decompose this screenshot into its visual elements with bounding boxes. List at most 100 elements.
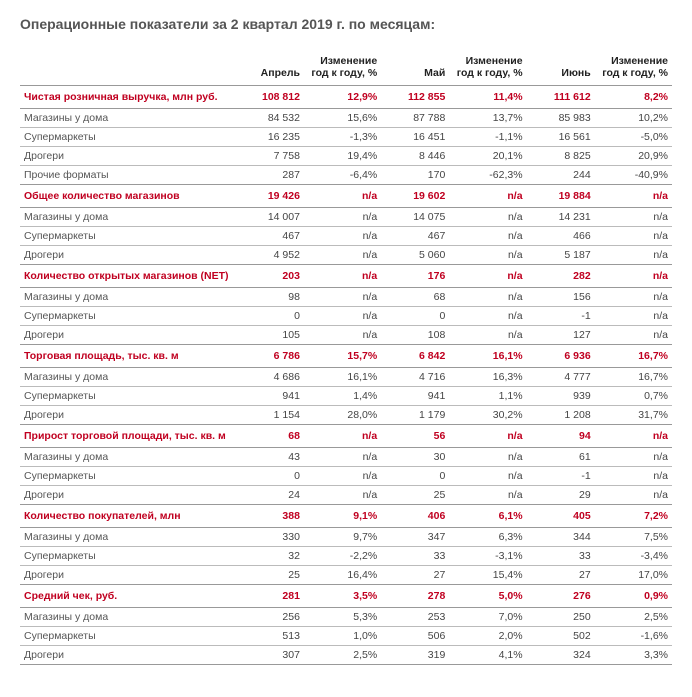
table-row: Супермаркеты5131,0%5062,0%502-1,6%	[20, 627, 672, 646]
section-change: 5,0%	[449, 585, 526, 608]
row-value: 319	[381, 646, 449, 665]
table-row: Дрогери4 952n/a5 060n/a5 187n/a	[20, 246, 672, 265]
row-change: -1,6%	[595, 627, 672, 646]
row-value: 347	[381, 528, 449, 547]
section-change: 0,9%	[595, 585, 672, 608]
section-change: n/a	[595, 265, 672, 288]
row-value: 25	[236, 566, 304, 585]
row-value: 27	[381, 566, 449, 585]
table-row: Супермаркеты32-2,2%33-3,1%33-3,4%	[20, 547, 672, 566]
row-value: 1 208	[527, 406, 595, 425]
row-change: -2,2%	[304, 547, 381, 566]
row-value: 61	[527, 448, 595, 467]
row-change: 9,7%	[304, 528, 381, 547]
section-value: 19 602	[381, 185, 449, 208]
row-value: 33	[527, 547, 595, 566]
section-change: 8,2%	[595, 86, 672, 109]
row-change: -6,4%	[304, 166, 381, 185]
section-label: Количество покупателей, млн	[20, 505, 236, 528]
col-month-3: Июнь	[527, 52, 595, 86]
section-label: Общее количество магазинов	[20, 185, 236, 208]
row-value: 29	[527, 486, 595, 505]
row-change: -62,3%	[449, 166, 526, 185]
table-row: Дрогери2516,4%2715,4%2717,0%	[20, 566, 672, 585]
row-change: n/a	[449, 227, 526, 246]
section-change: 11,4%	[449, 86, 526, 109]
col-month-2: Май	[381, 52, 449, 86]
section-value: 108 812	[236, 86, 304, 109]
row-change: n/a	[304, 307, 381, 326]
row-change: 20,1%	[449, 147, 526, 166]
row-value: 43	[236, 448, 304, 467]
row-change: 3,3%	[595, 646, 672, 665]
row-label: Магазины у дома	[20, 368, 236, 387]
row-value: 1 154	[236, 406, 304, 425]
row-value: 0	[236, 467, 304, 486]
row-value: 939	[527, 387, 595, 406]
row-change: 16,3%	[449, 368, 526, 387]
col-change-2: Изменение год к году, %	[449, 52, 526, 86]
section-change: 16,7%	[595, 345, 672, 368]
row-label: Дрогери	[20, 326, 236, 345]
section-label: Прирост торговой площади, тыс. кв. м	[20, 425, 236, 448]
row-change: 2,5%	[304, 646, 381, 665]
row-change: n/a	[595, 448, 672, 467]
row-change: 7,5%	[595, 528, 672, 547]
row-change: n/a	[595, 326, 672, 345]
row-change: n/a	[449, 486, 526, 505]
row-change: 28,0%	[304, 406, 381, 425]
row-label: Супермаркеты	[20, 307, 236, 326]
section-header-row: Чистая розничная выручка, млн руб.108 81…	[20, 86, 672, 109]
row-change: 4,1%	[449, 646, 526, 665]
row-change: -3,4%	[595, 547, 672, 566]
row-label: Магазины у дома	[20, 608, 236, 627]
section-value: 68	[236, 425, 304, 448]
row-change: n/a	[595, 467, 672, 486]
row-value: 68	[381, 288, 449, 307]
header-row: Апрель Изменение год к году, % Май Измен…	[20, 52, 672, 86]
section-label: Средний чек, руб.	[20, 585, 236, 608]
row-value: 84 532	[236, 109, 304, 128]
table-row: Магазины у дома43n/a30n/a61n/a	[20, 448, 672, 467]
row-change: 2,0%	[449, 627, 526, 646]
section-value: 405	[527, 505, 595, 528]
section-change: 16,1%	[449, 345, 526, 368]
row-value: 467	[381, 227, 449, 246]
row-label: Дрогери	[20, 646, 236, 665]
section-change: 9,1%	[304, 505, 381, 528]
section-value: 281	[236, 585, 304, 608]
row-value: 466	[527, 227, 595, 246]
row-value: 7 758	[236, 147, 304, 166]
section-value: 94	[527, 425, 595, 448]
table-row: Дрогери7 75819,4%8 44620,1%8 82520,9%	[20, 147, 672, 166]
table-row: Магазины у дома3309,7%3476,3%3447,5%	[20, 528, 672, 547]
row-label: Магазины у дома	[20, 109, 236, 128]
row-change: -40,9%	[595, 166, 672, 185]
row-value: 8 825	[527, 147, 595, 166]
row-value: 506	[381, 627, 449, 646]
row-change: n/a	[595, 307, 672, 326]
row-value: 33	[381, 547, 449, 566]
row-label: Дрогери	[20, 246, 236, 265]
table-row: Дрогери105n/a108n/a127n/a	[20, 326, 672, 345]
row-change: -1,1%	[449, 128, 526, 147]
table-row: Дрогери3072,5%3194,1%3243,3%	[20, 646, 672, 665]
table-row: Прочие форматы287-6,4%170-62,3%244-40,9%	[20, 166, 672, 185]
section-value: 6 786	[236, 345, 304, 368]
section-header-row: Средний чек, руб.2813,5%2785,0%2760,9%	[20, 585, 672, 608]
row-value: 156	[527, 288, 595, 307]
row-value: 513	[236, 627, 304, 646]
row-value: 4 716	[381, 368, 449, 387]
row-value: 5 187	[527, 246, 595, 265]
row-value: -1	[527, 307, 595, 326]
row-label: Супермаркеты	[20, 547, 236, 566]
row-label: Супермаркеты	[20, 387, 236, 406]
section-value: 276	[527, 585, 595, 608]
row-change: 10,2%	[595, 109, 672, 128]
row-value: 4 777	[527, 368, 595, 387]
row-change: 7,0%	[449, 608, 526, 627]
section-value: 56	[381, 425, 449, 448]
row-value: 24	[236, 486, 304, 505]
row-change: 1,0%	[304, 627, 381, 646]
row-change: n/a	[304, 326, 381, 345]
